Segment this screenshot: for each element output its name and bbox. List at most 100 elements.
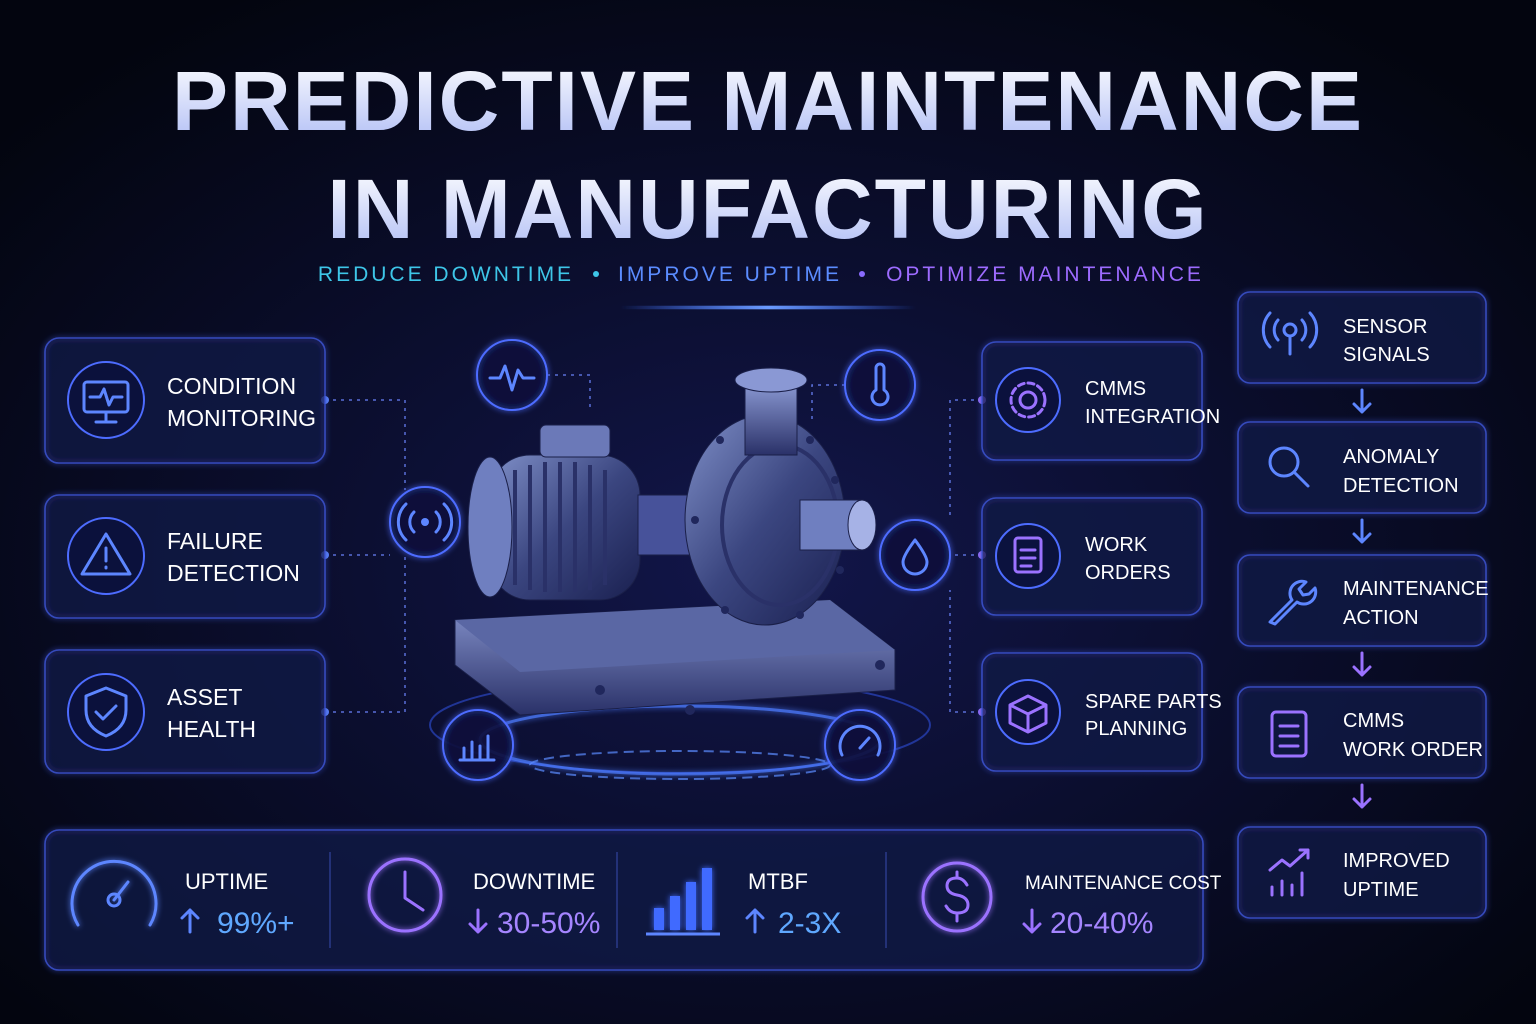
pump-illustration-part-part (806, 436, 814, 444)
hub-icons-part (476, 339, 548, 411)
pump-illustration-part (595, 436, 885, 715)
flow-step-part (1268, 579, 1318, 626)
pump-illustration-part (489, 454, 641, 601)
flow-step-part (1268, 446, 1300, 478)
metrics-panel-part (44, 829, 1204, 971)
flow-label: ACTION (1343, 607, 1419, 629)
tagline: OPTIMIZE MAINTENANCE (886, 263, 1204, 286)
left-card-part (94, 410, 118, 424)
right-card-part (995, 523, 1061, 589)
card-label: SPARE PARTS (1085, 691, 1222, 713)
connectors-part (811, 384, 845, 420)
pump-illustration-part-part (721, 606, 729, 614)
pump-illustration-part-part (836, 566, 844, 574)
right-card-part (1009, 381, 1047, 419)
metrics-panel-part (654, 868, 712, 930)
metrics-panel-part (944, 870, 970, 923)
flow-step: ANOMALY DETECTION (1237, 421, 1487, 514)
tagline: IMPROVE UPTIME (618, 263, 842, 286)
pump-illustration-part (539, 424, 611, 458)
pump-illustration-part-part (831, 476, 839, 484)
flow-arrow (1352, 783, 1372, 809)
metrics-panel-part-part (654, 908, 664, 930)
flow-step-part (1270, 710, 1308, 758)
separator-dot (859, 271, 865, 277)
metrics-panel-part (745, 908, 765, 934)
metrics-panel-part (468, 908, 488, 934)
connectors-part (325, 399, 406, 490)
flow-step-part (1237, 421, 1487, 514)
metrics-panel-part (403, 870, 425, 912)
right-card-part (1013, 536, 1043, 574)
metrics-panel: UPTIME 99%+ DOWNTIME 30-50% MTBF 2-3X MA… (44, 829, 1222, 971)
metrics-panel-part (106, 892, 122, 908)
pump-illustration-part (513, 462, 607, 592)
flow-label: UPTIME (1343, 879, 1419, 901)
pump-illustration-part-part (716, 436, 724, 444)
card-label: CONDITION (167, 373, 296, 399)
connectors-part (325, 555, 406, 713)
pump-illustration-part (847, 499, 877, 551)
flow-step-part (1268, 848, 1310, 897)
card-label: FAILURE (167, 528, 263, 554)
flow-label: ANOMALY (1343, 446, 1439, 468)
pump-illustration-part-part (595, 685, 605, 695)
flow-arrow (1352, 518, 1372, 544)
metric-label: MTBF (748, 869, 808, 894)
right-card-part (995, 367, 1061, 433)
flow-label: IMPROVED (1343, 850, 1450, 872)
hub-icons-part (838, 724, 882, 757)
flow-step-part (1261, 311, 1319, 356)
header: PREDICTIVE MAINTENANCE IN MANUFACTURING … (172, 54, 1364, 309)
card-label: MONITORING (167, 405, 316, 431)
hub-icons-part (421, 518, 429, 526)
metrics-panel-part (1022, 908, 1042, 934)
right-card: SPARE PARTS PLANNING (981, 652, 1222, 772)
flow-step-part (1278, 724, 1300, 748)
right-card-part (1019, 548, 1037, 568)
hub-icons-part (824, 709, 896, 781)
metrics-panel-part (70, 859, 158, 927)
metric-value: 2-3X (778, 907, 841, 940)
left-card: FAILURE DETECTION (44, 494, 326, 619)
flow-step-part (1237, 686, 1487, 779)
metrics-panel-part-part (686, 882, 696, 930)
flow-step-part (1237, 291, 1487, 384)
right-card: CMMS INTEGRATION (981, 341, 1220, 461)
hub-icons-part (396, 502, 454, 542)
flow-step: MAINTENANCE ACTION (1237, 554, 1489, 647)
card-label: WORK (1085, 534, 1148, 556)
hub-icons-part (488, 364, 536, 392)
hub-icons-part (458, 734, 496, 762)
hub-icons-part (844, 349, 916, 421)
metric-value: 99%+ (217, 907, 295, 940)
flow-label: MAINTENANCE (1343, 578, 1489, 600)
pump-illustration-part (467, 456, 513, 598)
connectors-part (547, 374, 591, 410)
right-card: WORK ORDERS (981, 497, 1203, 616)
pump-illustration-part-part (875, 660, 885, 670)
flow-step: SENSOR SIGNALS (1237, 291, 1487, 384)
flow-label: WORK ORDER (1343, 739, 1483, 761)
pump-illustration (429, 367, 931, 780)
connectors-part (949, 590, 982, 713)
pump-illustration-part-part (685, 705, 695, 715)
flow-step-part (1237, 826, 1487, 919)
card-label: DETECTION (167, 560, 300, 586)
connectors-part (949, 399, 982, 520)
metrics-panel-part (367, 857, 443, 933)
card-label: CMMS (1085, 378, 1146, 400)
title-line: PREDICTIVE MAINTENANCE (172, 54, 1364, 148)
hub-icons (389, 339, 951, 781)
left-card: CONDITION MONITORING (44, 337, 326, 464)
hub-icons-part (901, 538, 929, 576)
metric-label: DOWNTIME (473, 869, 595, 894)
card-label: INTEGRATION (1085, 406, 1220, 428)
flow-step: IMPROVED UPTIME (1237, 826, 1487, 919)
header-glow (620, 306, 916, 309)
pump-illustration-part-part (691, 516, 699, 524)
card-label: ORDERS (1085, 562, 1171, 584)
metrics-panel-part-part (670, 896, 680, 930)
hub-icons-part (879, 519, 951, 591)
